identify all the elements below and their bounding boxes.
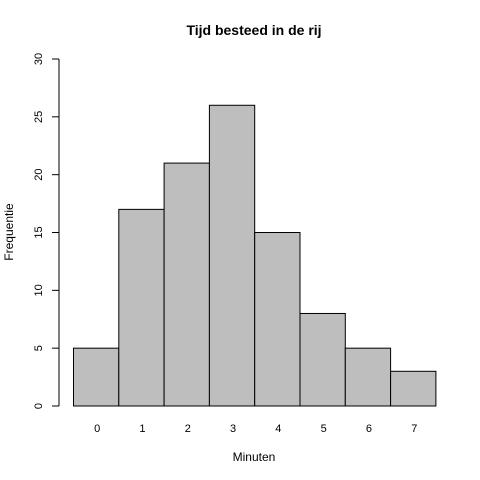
- y-tick-label: 20: [33, 169, 45, 181]
- y-tick-label: 10: [33, 284, 45, 296]
- bar-7: [390, 370, 437, 407]
- y-axis-label: Frequentie: [2, 203, 16, 261]
- y-tick-label: 30: [33, 53, 45, 65]
- y-tick-label: 15: [33, 226, 45, 238]
- y-tick-label: 0: [33, 403, 45, 409]
- x-tick-label: 3: [230, 423, 236, 435]
- x-axis-label: Minuten: [233, 450, 276, 464]
- x-tick-label: 4: [275, 423, 281, 435]
- bars: [73, 104, 437, 407]
- chart-title: Tijd besteed in de rij: [186, 22, 321, 38]
- bar-3: [208, 104, 256, 407]
- bar-1: [118, 208, 165, 407]
- bar-4: [254, 232, 301, 407]
- bar-5: [299, 312, 346, 407]
- x-tick-labels: 0 1 2 3 4 5 6 7: [94, 423, 417, 435]
- x-tick-label: 5: [321, 423, 327, 435]
- bar-2: [163, 162, 210, 407]
- y-axis: 0 5 10 15 20 25 30: [33, 53, 60, 409]
- x-tick-label: 2: [185, 423, 191, 435]
- y-tick-label: 5: [33, 345, 45, 351]
- x-tick-label: 1: [139, 423, 145, 435]
- y-tick-label: 25: [33, 111, 45, 123]
- x-tick-label: 6: [366, 423, 372, 435]
- bar-0: [73, 347, 120, 407]
- x-tick-label: 7: [411, 423, 417, 435]
- bar-6: [344, 347, 392, 407]
- x-tick-label: 0: [94, 423, 100, 435]
